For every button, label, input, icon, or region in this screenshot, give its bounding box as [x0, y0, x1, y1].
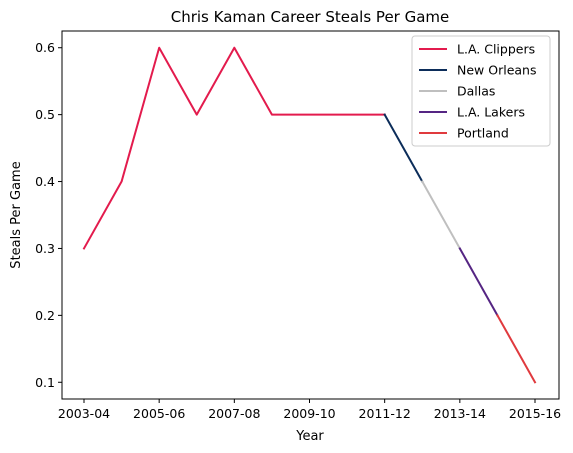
- x-axis: 2003-04 2005-06 2007-08 2009-10 2011-12 2013-…: [58, 399, 561, 421]
- x-tick-label: 2011-12: [359, 406, 411, 421]
- series-layer: [82, 46, 537, 384]
- y-tick-label: 0.1: [35, 375, 55, 390]
- legend-box: [411, 35, 551, 147]
- legend: L.A. Clippers New Orleans Dallas L.A. Laker…: [411, 35, 551, 147]
- series-line-portland: [496, 313, 537, 384]
- series-line-l-a-clippers: [82, 46, 386, 250]
- y-tick-label: 0.4: [35, 174, 55, 189]
- legend-label: New Orleans: [457, 63, 536, 78]
- x-tick-label: 2013-14: [434, 406, 486, 421]
- series-line-dallas: [420, 180, 462, 250]
- plot-area: [61, 30, 560, 400]
- y-tick-label: 0.6: [35, 40, 55, 55]
- y-tick-label: 0.2: [35, 308, 55, 323]
- y-tick-label: 0.5: [35, 107, 55, 122]
- legend-label: Portland: [457, 126, 509, 141]
- x-tick-label: 2015-16: [509, 406, 561, 421]
- x-axis-title: Year: [295, 429, 324, 444]
- legend-label: Dallas: [457, 84, 495, 99]
- x-tick-label: 2007-08: [208, 406, 260, 421]
- y-axis: 0.1 0.2 0.3 0.4 0.5 0.6: [35, 40, 62, 390]
- y-axis-title: Steals Per Game: [9, 161, 24, 268]
- series-line-l-a-lakers: [458, 247, 499, 317]
- x-tick-label: 2003-04: [58, 406, 110, 421]
- legend-label: L.A. Lakers: [457, 105, 525, 120]
- series-line-new-orleans: [383, 113, 424, 183]
- x-tick-label: 2009-10: [283, 406, 335, 421]
- chart-title: Chris Kaman Career Steals Per Game: [171, 8, 450, 26]
- x-tick-label: 2005-06: [133, 406, 185, 421]
- legend-label: L.A. Clippers: [457, 42, 535, 57]
- y-tick-label: 0.3: [35, 241, 55, 256]
